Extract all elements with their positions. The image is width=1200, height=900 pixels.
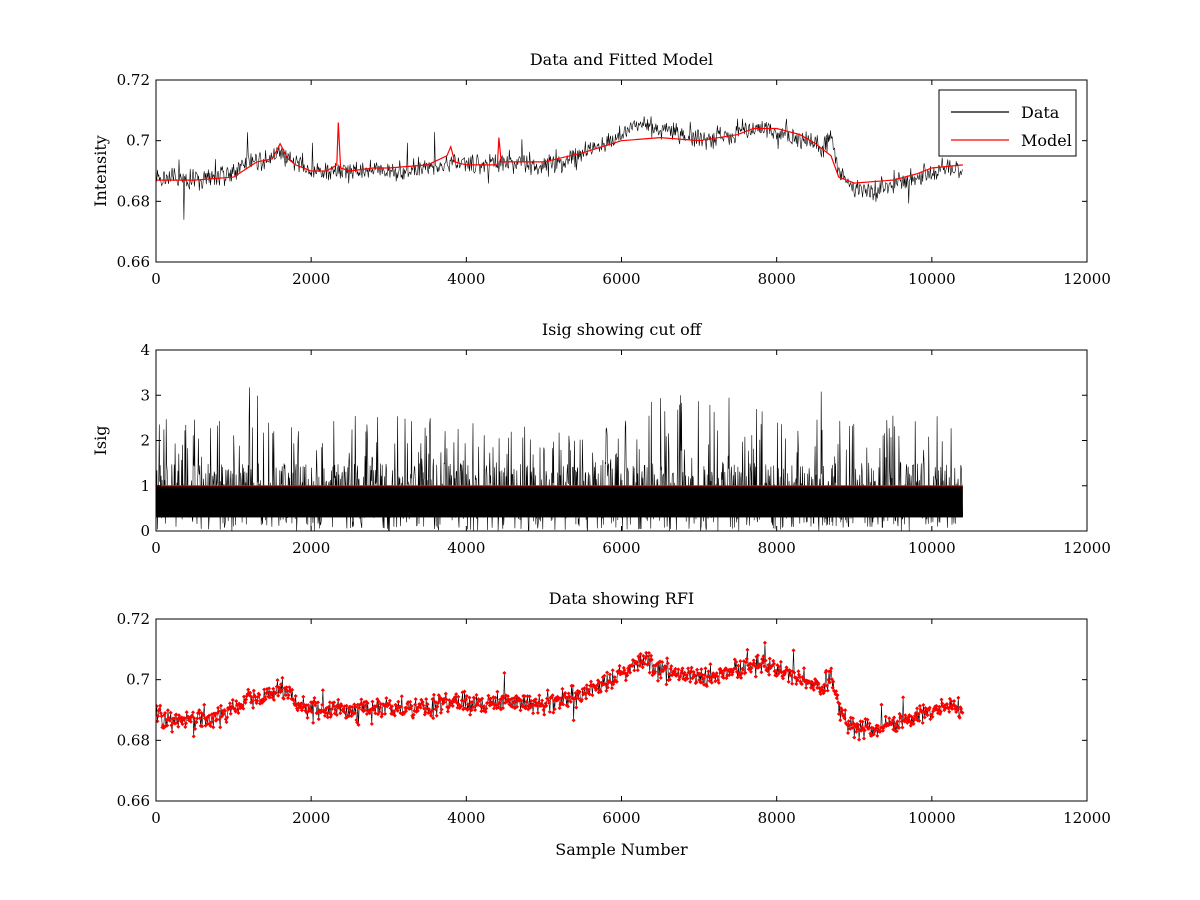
y-tick-label: 0.66 [117, 792, 150, 810]
series-line [156, 642, 963, 740]
y-tick-label: 0.7 [126, 132, 150, 150]
legend-label: Model [1021, 131, 1072, 150]
legend-box [938, 89, 1077, 157]
y-axis-label: Isig [91, 426, 110, 456]
x-tick-label: 2000 [292, 809, 330, 827]
x-tick-label: 4000 [447, 270, 485, 288]
x-tick-label: 8000 [758, 539, 796, 557]
y-axis-label: Intensity [91, 135, 110, 207]
chart-title: Data and Fitted Model [530, 50, 713, 69]
series-1 [156, 640, 965, 742]
x-tick-label: 6000 [602, 270, 640, 288]
series-markers [156, 640, 965, 742]
x-tick-label: 2000 [292, 270, 330, 288]
x-tick-label: 6000 [602, 809, 640, 827]
x-tick-label: 0 [151, 270, 161, 288]
chart-title: Data showing RFI [549, 589, 694, 608]
plot-area [156, 640, 965, 742]
legend: Data Model [938, 89, 1077, 157]
series-line [156, 116, 963, 220]
series-core-band [156, 485, 963, 518]
y-tick-label: 4 [140, 341, 150, 359]
y-tick-label: 0.66 [117, 253, 150, 271]
x-tick-label: 12000 [1063, 539, 1111, 557]
y-tick-label: 0.72 [117, 71, 150, 89]
x-tick-label: 12000 [1063, 809, 1111, 827]
chart-title: Isig showing cut off [542, 320, 703, 339]
x-tick-label: 4000 [447, 809, 485, 827]
x-tick-label: 10000 [908, 539, 956, 557]
x-tick-label: 6000 [602, 539, 640, 557]
series-line [156, 122, 963, 184]
x-tick-label: 2000 [292, 539, 330, 557]
plot-area [156, 116, 963, 220]
chart-panel-1: 0 2000 4000 6000 8000 10000 12000 0.66 0.68 0.7 0.… [91, 50, 1111, 288]
y-tick-label: 0.68 [117, 192, 150, 210]
x-tick-label: 10000 [908, 809, 956, 827]
x-tick-label: 12000 [1063, 270, 1111, 288]
plot-area [156, 387, 963, 531]
y-tick-label: 3 [140, 386, 150, 404]
series-2 [156, 122, 963, 184]
x-tick-label: 10000 [908, 270, 956, 288]
x-tick-label: 8000 [758, 270, 796, 288]
chart-panel-3: 0 2000 4000 6000 8000 10000 12000 0.66 0.68 0.7 0.… [117, 589, 1111, 859]
x-tick-label: 0 [151, 539, 161, 557]
y-tick-label: 0.7 [126, 671, 150, 689]
legend-label: Data [1021, 103, 1060, 122]
x-tick-label: 4000 [447, 539, 485, 557]
y-tick-label: 0.68 [117, 731, 150, 749]
x-axis-label: Sample Number [555, 840, 688, 859]
series-1 [156, 116, 963, 220]
x-tick-label: 8000 [758, 809, 796, 827]
chart-panel-2: 0 2000 4000 6000 8000 10000 12000 0 1 2 3 4 Isig sho… [91, 320, 1111, 557]
y-tick-label: 0 [140, 522, 150, 540]
y-tick-label: 0.72 [117, 610, 150, 628]
axes-box [155, 618, 1088, 802]
y-tick-label: 1 [140, 477, 150, 495]
y-tick-label: 2 [140, 432, 150, 450]
x-tick-label: 0 [151, 809, 161, 827]
series-1 [156, 387, 963, 531]
